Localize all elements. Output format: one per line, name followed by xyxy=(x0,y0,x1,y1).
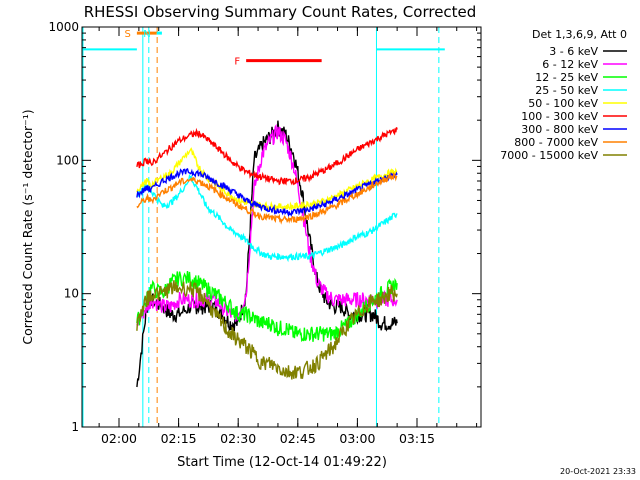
legend-label-6: 300 - 800 keV xyxy=(521,123,598,136)
footer-date: 20-Oct-2021 23:33 xyxy=(560,467,636,476)
x-tick-label-0: 02:00 xyxy=(101,431,137,446)
y-tick-label-0: 1 xyxy=(71,420,79,434)
axes: 1 10 100 1000 02:00 02:15 02:30 02:45 03:00 03:15… xyxy=(48,20,481,446)
legend-label-8: 7000 - 15000 keV xyxy=(500,149,598,162)
annotation-label-1: N xyxy=(143,29,150,40)
legend-label-2: 12 - 25 keV xyxy=(535,71,598,84)
plot-frame xyxy=(81,26,482,428)
x-axis-label: Start Time (12-Oct-14 01:49:22) xyxy=(177,455,387,470)
legend-label-4: 50 - 100 keV xyxy=(528,97,598,110)
y-tick-label-3: 1000 xyxy=(48,20,79,34)
plot-area xyxy=(82,27,445,427)
x-tick-label-5: 03:15 xyxy=(399,431,435,446)
chart-title: RHESSI Observing Summary Count Rates, Co… xyxy=(84,3,477,21)
x-tick-label-1: 02:15 xyxy=(161,431,197,446)
legend-label-3: 25 - 50 keV xyxy=(535,84,598,97)
y-tick-label-1: 10 xyxy=(64,287,79,301)
series-line-6 xyxy=(136,167,398,218)
series-line-5 xyxy=(136,127,398,186)
legend-label-7: 800 - 7000 keV xyxy=(514,136,598,149)
series-line-1 xyxy=(136,123,398,327)
series-line-8 xyxy=(136,280,398,380)
y-axis-label: Corrected Count Rate (s⁻¹ detector⁻¹) xyxy=(20,109,35,344)
annotation-label-2: F xyxy=(234,57,240,68)
y-tick-label-2: 100 xyxy=(56,153,79,167)
legend-label-1: 6 - 12 keV xyxy=(542,58,598,71)
legend-label-5: 100 - 300 keV xyxy=(521,110,598,123)
annotation-label-0: S xyxy=(125,29,131,40)
x-tick-label-2: 02:30 xyxy=(220,431,256,446)
series-line-3 xyxy=(136,173,398,263)
legend-label-0: 3 - 6 keV xyxy=(549,45,598,58)
series-line-7 xyxy=(136,172,398,225)
legend-title: Det 1,3,6,9, Att 0 xyxy=(532,28,627,41)
x-tick-label-3: 02:45 xyxy=(280,431,316,446)
x-tick-label-4: 03:00 xyxy=(339,431,375,446)
